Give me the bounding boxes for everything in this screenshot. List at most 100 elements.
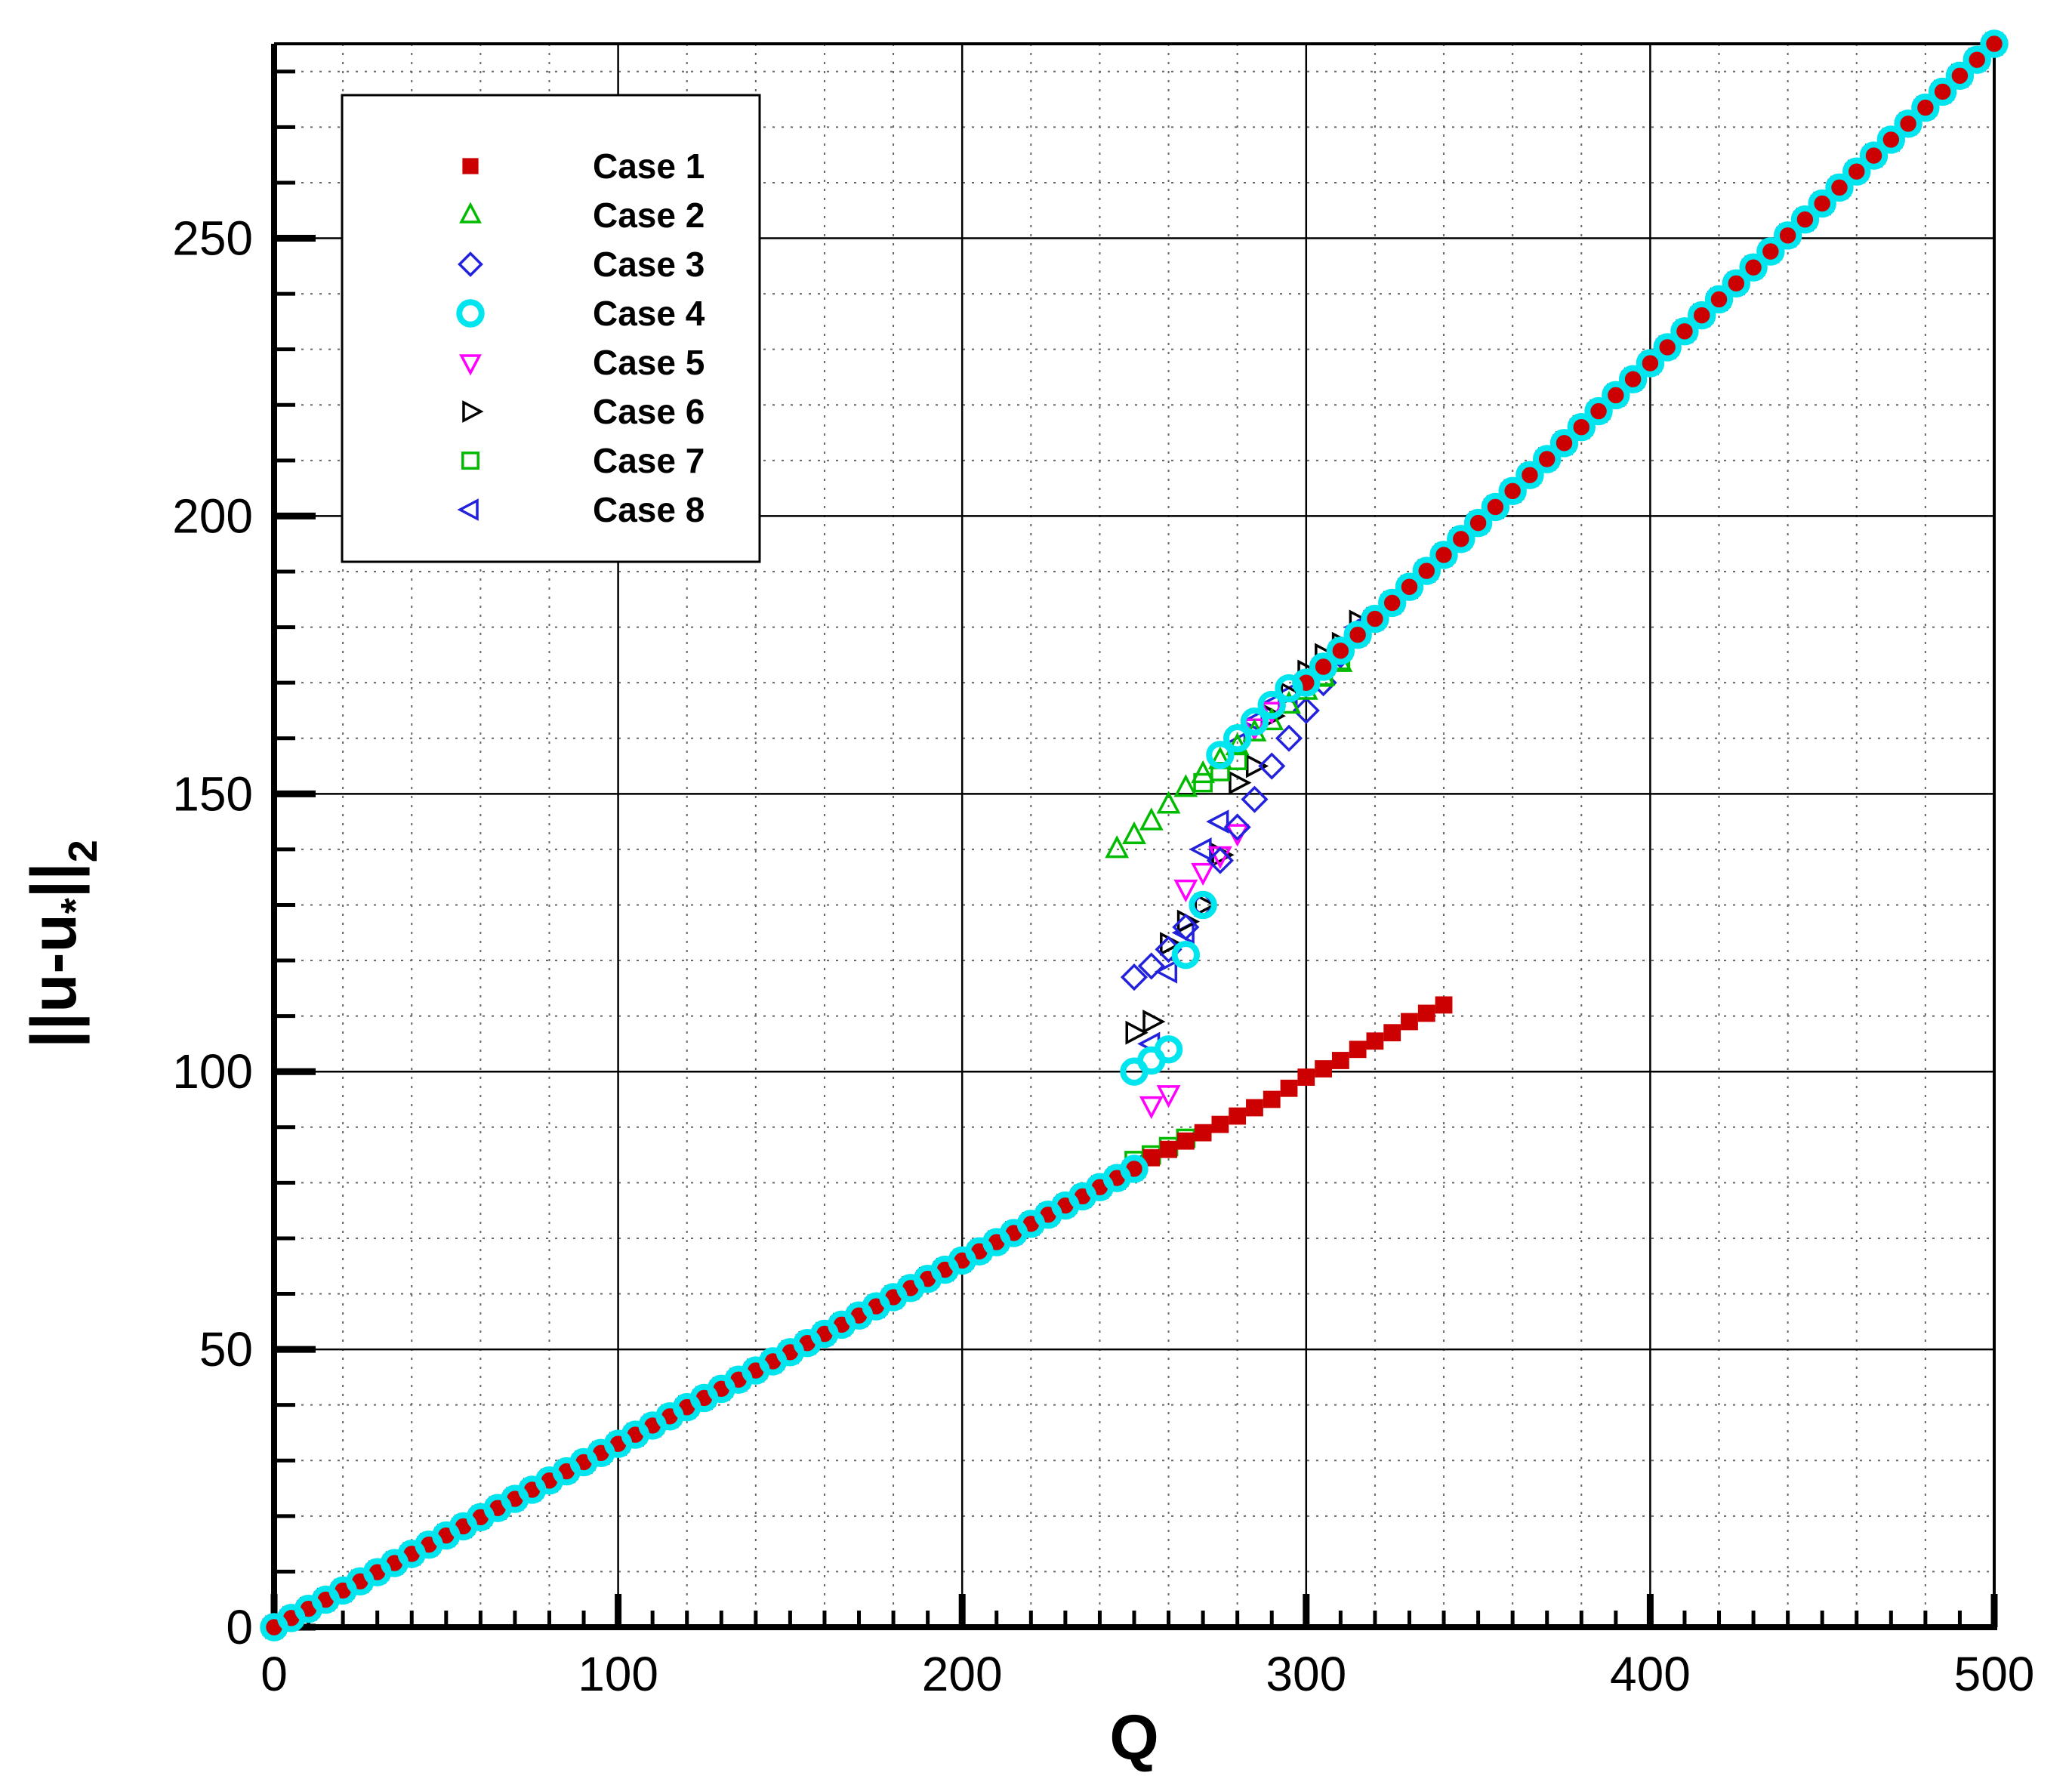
legend-marker	[459, 202, 482, 224]
data-point	[1206, 846, 1234, 874]
data-point	[1275, 674, 1303, 703]
data-point	[1945, 61, 1975, 91]
data-point	[1618, 365, 1648, 393]
data-point	[1710, 291, 1728, 308]
data-point	[1139, 1096, 1164, 1120]
legend-label: Case 5	[593, 343, 705, 382]
legend-marker	[459, 354, 482, 376]
data-point	[1928, 77, 1957, 106]
data-point	[1934, 83, 1952, 100]
legend-box	[341, 94, 761, 563]
data-point	[1447, 525, 1475, 553]
legend-marker	[461, 452, 479, 470]
data-point	[1309, 652, 1338, 681]
data-point	[1658, 338, 1676, 356]
data-point	[1985, 35, 2003, 53]
data-point	[1176, 1132, 1195, 1150]
data-point	[1349, 626, 1367, 644]
data-point	[1315, 1060, 1332, 1077]
data-point	[1556, 434, 1573, 452]
data-point	[1229, 1107, 1247, 1125]
x-tick-label: 400	[1610, 1647, 1691, 1701]
data-point	[1349, 1040, 1367, 1059]
legend-label: Case 1	[593, 146, 705, 186]
data-point	[1206, 741, 1235, 769]
data-point	[1315, 658, 1332, 676]
legend-label: Case 7	[593, 441, 705, 480]
data-point	[1481, 492, 1510, 522]
legend-item: Case 1	[462, 146, 705, 186]
data-point	[1773, 221, 1802, 250]
data-point	[1189, 890, 1217, 920]
data-point	[1859, 141, 1889, 170]
data-point	[1263, 1090, 1281, 1108]
data-point	[1521, 466, 1539, 484]
legend: Case 1 Case 2 Case 3 Case 4 Case 5 Case 6 Case…	[341, 94, 761, 563]
data-point	[1825, 173, 1854, 202]
data-point	[1498, 476, 1527, 506]
y-tick-label: 250	[172, 211, 253, 266]
data-point	[1383, 593, 1401, 612]
y-axis-title-sub: 2	[60, 840, 106, 862]
data-point	[1589, 402, 1608, 420]
data-point	[1642, 354, 1659, 372]
data-point	[1435, 996, 1453, 1014]
data-point	[1366, 610, 1384, 627]
plot-frame	[271, 42, 1997, 1630]
legend-marker	[457, 498, 479, 521]
y-tick-label: 50	[199, 1322, 253, 1377]
data-point	[1275, 724, 1303, 752]
data-point	[1848, 162, 1866, 180]
data-point	[1412, 556, 1441, 585]
data-point	[1435, 546, 1453, 564]
data-point	[1951, 66, 1969, 85]
legend-item: Case 2	[459, 196, 705, 235]
data-point	[1225, 732, 1250, 756]
data-point	[1343, 620, 1372, 649]
data-point	[1670, 317, 1699, 346]
data-point	[1567, 412, 1596, 442]
data-point	[1401, 578, 1418, 596]
data-point	[1246, 1099, 1263, 1117]
y-axis-title: ||u-u*||2	[18, 840, 106, 1048]
data-point	[1156, 791, 1181, 814]
data-point	[1395, 572, 1424, 601]
legend-item: Case 3	[458, 245, 705, 284]
data-point	[1911, 93, 1940, 122]
data-point	[1584, 396, 1613, 426]
x-tick-labels: 0 100 200 300 400 500	[261, 1647, 2034, 1701]
data-point	[1549, 429, 1579, 458]
data-point	[1676, 322, 1694, 341]
data-point	[1429, 541, 1458, 569]
data-point	[1808, 189, 1836, 218]
data-point	[1366, 1032, 1384, 1050]
data-point	[1258, 752, 1286, 780]
data-point	[1142, 1010, 1166, 1034]
data-point	[1486, 498, 1504, 516]
data-point	[1280, 1079, 1298, 1097]
y-axis-title-tail: ||	[18, 862, 90, 898]
data-point	[1172, 913, 1200, 941]
x-axis-title: Q	[1109, 1702, 1158, 1773]
legend-marker	[458, 251, 483, 277]
data-point	[1607, 386, 1625, 404]
data-point	[1257, 690, 1286, 720]
data-point	[1156, 1085, 1181, 1108]
data-point	[1779, 227, 1797, 245]
data-point	[1211, 1115, 1229, 1133]
data-point	[1139, 807, 1164, 831]
x-tick-label: 200	[922, 1647, 1003, 1701]
y-tick-labels: 0 50 100 150 200 250	[172, 211, 253, 1654]
data-point	[1688, 301, 1716, 330]
data-point	[1796, 211, 1814, 229]
data-point	[1882, 131, 1900, 149]
data-point	[1194, 1124, 1212, 1142]
data-point	[1245, 754, 1269, 778]
data-markers	[260, 29, 2009, 1642]
data-point	[1624, 370, 1642, 388]
data-point	[1241, 785, 1269, 813]
y-tick-label: 150	[172, 766, 253, 821]
data-point	[1142, 1148, 1161, 1167]
data-point	[1154, 1035, 1183, 1064]
y-axis-title-star: *	[53, 898, 98, 914]
